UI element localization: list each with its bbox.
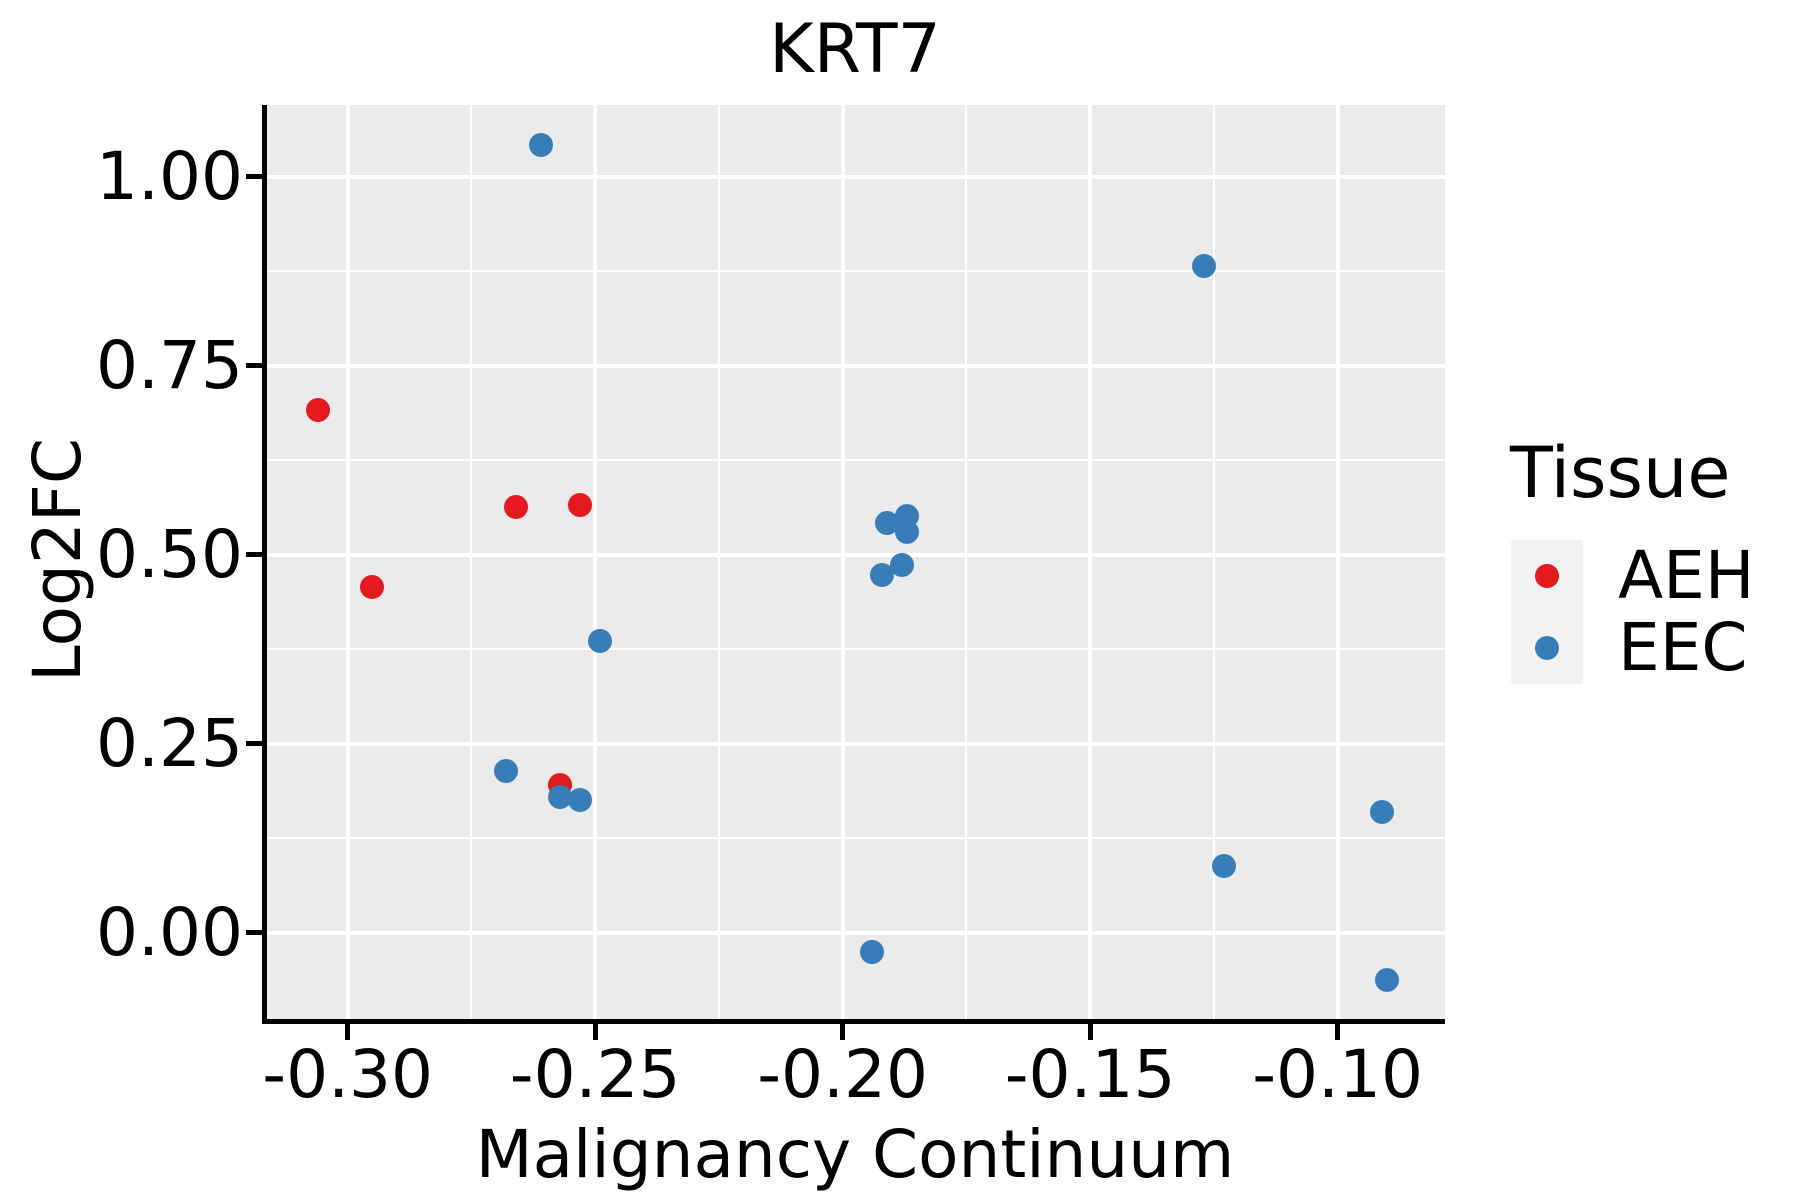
gridline-major-v — [345, 105, 350, 1019]
x-axis-tick — [840, 1024, 846, 1040]
gridline-major-v — [1335, 105, 1340, 1019]
gridline-minor-v — [470, 105, 473, 1019]
data-point-aeh — [360, 574, 385, 599]
data-point-eec — [568, 787, 593, 812]
plot-title: KRT7 — [769, 10, 941, 89]
plot-panel — [265, 105, 1445, 1019]
y-axis-tick — [246, 930, 262, 936]
gridline-minor-v — [717, 105, 720, 1019]
data-point-aeh — [568, 492, 593, 517]
data-point-eec — [1191, 254, 1216, 279]
y-axis-title: Log2FC — [19, 438, 96, 682]
x-axis-line — [262, 1019, 1445, 1024]
gridline-major-v — [1088, 105, 1093, 1019]
data-point-eec — [1211, 853, 1236, 878]
data-point-aeh — [305, 398, 330, 423]
legend-title: Tissue — [1510, 432, 1731, 514]
x-axis-tick — [1335, 1024, 1341, 1040]
gridline-major-h — [265, 552, 1445, 557]
data-point-eec — [588, 629, 613, 653]
y-tick-label: 0.00 — [96, 893, 243, 971]
x-axis-tick — [1087, 1024, 1093, 1040]
y-axis-line — [262, 105, 267, 1024]
x-tick-label: -0.15 — [1004, 1036, 1176, 1113]
legend-key-eec — [1511, 612, 1583, 684]
legend-dot-eec — [1535, 636, 1559, 660]
x-axis-tick — [592, 1024, 598, 1040]
y-axis-tick — [246, 363, 262, 369]
gridline-major-h — [265, 741, 1445, 746]
data-point-eec — [870, 563, 895, 588]
gridline-minor-v — [965, 105, 968, 1019]
legend-key-aeh — [1511, 540, 1583, 612]
y-tick-label: 1.00 — [96, 137, 243, 215]
data-point-eec — [1375, 967, 1400, 992]
y-axis-tick — [246, 552, 262, 558]
data-point-aeh — [503, 495, 528, 520]
gridline-minor-v — [1212, 105, 1215, 1019]
y-axis-tick — [246, 741, 262, 747]
data-point-eec — [894, 520, 919, 545]
x-tick-label: -0.10 — [1252, 1036, 1423, 1113]
x-tick-label: -0.30 — [262, 1036, 434, 1113]
x-tick-label: -0.25 — [509, 1036, 681, 1113]
data-point-eec — [1370, 799, 1395, 824]
y-tick-label: 0.25 — [96, 704, 243, 782]
x-axis-title: Malignancy Continuum — [475, 1116, 1235, 1193]
gridline-major-v — [593, 105, 598, 1019]
x-tick-label: -0.20 — [757, 1036, 929, 1113]
data-point-eec — [890, 552, 915, 577]
data-point-eec — [528, 133, 553, 158]
y-tick-label: 0.50 — [96, 515, 243, 593]
data-point-eec — [494, 759, 519, 784]
legend-label-eec: EEC — [1618, 609, 1748, 686]
gridline-major-h — [265, 930, 1445, 935]
gridline-minor-h — [265, 459, 1445, 462]
y-axis-tick — [246, 174, 262, 180]
gridline-major-v — [840, 105, 845, 1019]
data-point-eec — [860, 940, 885, 965]
gridline-minor-h — [265, 648, 1445, 651]
gridline-major-h — [265, 363, 1445, 368]
gridline-minor-h — [265, 270, 1445, 273]
gridline-minor-h — [265, 837, 1445, 840]
legend-dot-aeh — [1535, 564, 1559, 588]
legend-label-aeh: AEH — [1618, 537, 1755, 614]
y-tick-label: 0.75 — [96, 326, 243, 404]
gridline-major-h — [265, 174, 1445, 179]
x-axis-tick — [345, 1024, 351, 1040]
